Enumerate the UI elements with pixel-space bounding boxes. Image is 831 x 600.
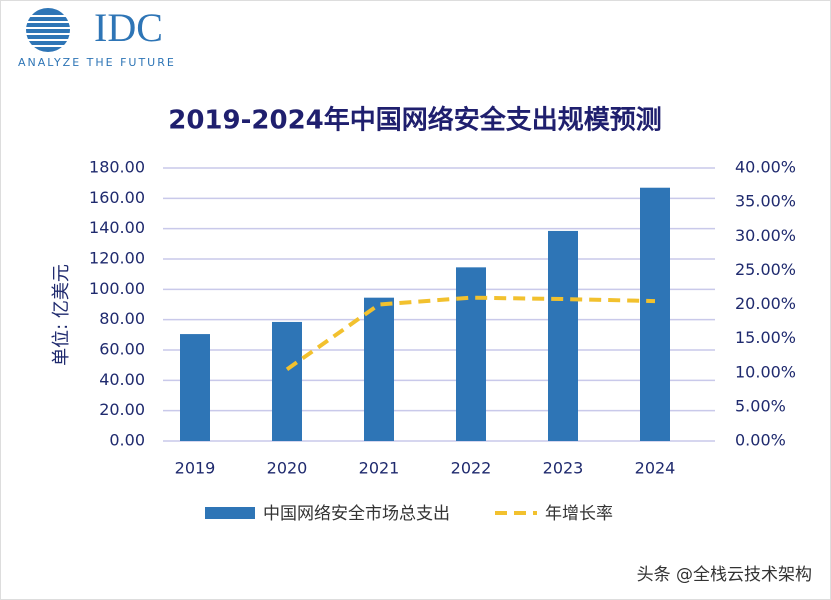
x-tick-label: 2019 — [175, 459, 216, 478]
logo-mark — [24, 8, 72, 52]
y-tick-label: 180.00 — [89, 158, 145, 177]
chart-title: 2019-2024年中国网络安全支出规模预测 — [168, 105, 662, 136]
y-tick-label: 160.00 — [89, 188, 145, 207]
y-tick-label: 100.00 — [89, 279, 145, 298]
bar — [180, 334, 210, 441]
legend-swatch — [205, 507, 255, 519]
bar — [640, 187, 670, 441]
legend-label: 年增长率 — [545, 504, 613, 524]
x-tick-label: 2021 — [359, 459, 400, 478]
y-tick-label: 60.00 — [99, 340, 145, 359]
legend-label: 中国网络安全市场总支出 — [263, 504, 450, 524]
y2-tick-label: 40.00% — [735, 158, 796, 177]
y2-tick-label: 20.00% — [735, 294, 796, 313]
bar — [456, 267, 486, 441]
x-tick-label: 2022 — [451, 459, 492, 478]
y2-tick-label: 25.00% — [735, 260, 796, 279]
y2-tick-label: 5.00% — [735, 396, 786, 415]
logo-name: IDC — [94, 5, 163, 50]
bar — [548, 230, 578, 441]
x-tick-label: 2020 — [267, 459, 308, 478]
bar — [364, 297, 394, 441]
bar — [272, 321, 302, 441]
y2-tick-label: 30.00% — [735, 226, 796, 245]
y2-tick-label: 10.00% — [735, 362, 796, 381]
y2-tick-label: 15.00% — [735, 328, 796, 347]
y-tick-label: 20.00 — [99, 400, 145, 419]
y-tick-label: 40.00 — [99, 370, 145, 389]
y-axis-label: 单位: 亿美元 — [51, 264, 72, 366]
y2-tick-label: 0.00% — [735, 431, 786, 450]
line-series — [285, 295, 656, 371]
y-tick-label: 140.00 — [89, 218, 145, 237]
y-tick-label: 0.00 — [109, 431, 145, 450]
y-tick-label: 80.00 — [99, 309, 145, 328]
y-tick-label: 120.00 — [89, 249, 145, 268]
x-tick-label: 2023 — [543, 459, 584, 478]
y2-tick-label: 35.00% — [735, 192, 796, 211]
x-tick-label: 2024 — [635, 459, 676, 478]
watermark: 头条 @全栈云技术架构 — [637, 565, 812, 585]
logo-tagline: ANALYZE THE FUTURE — [18, 56, 176, 69]
